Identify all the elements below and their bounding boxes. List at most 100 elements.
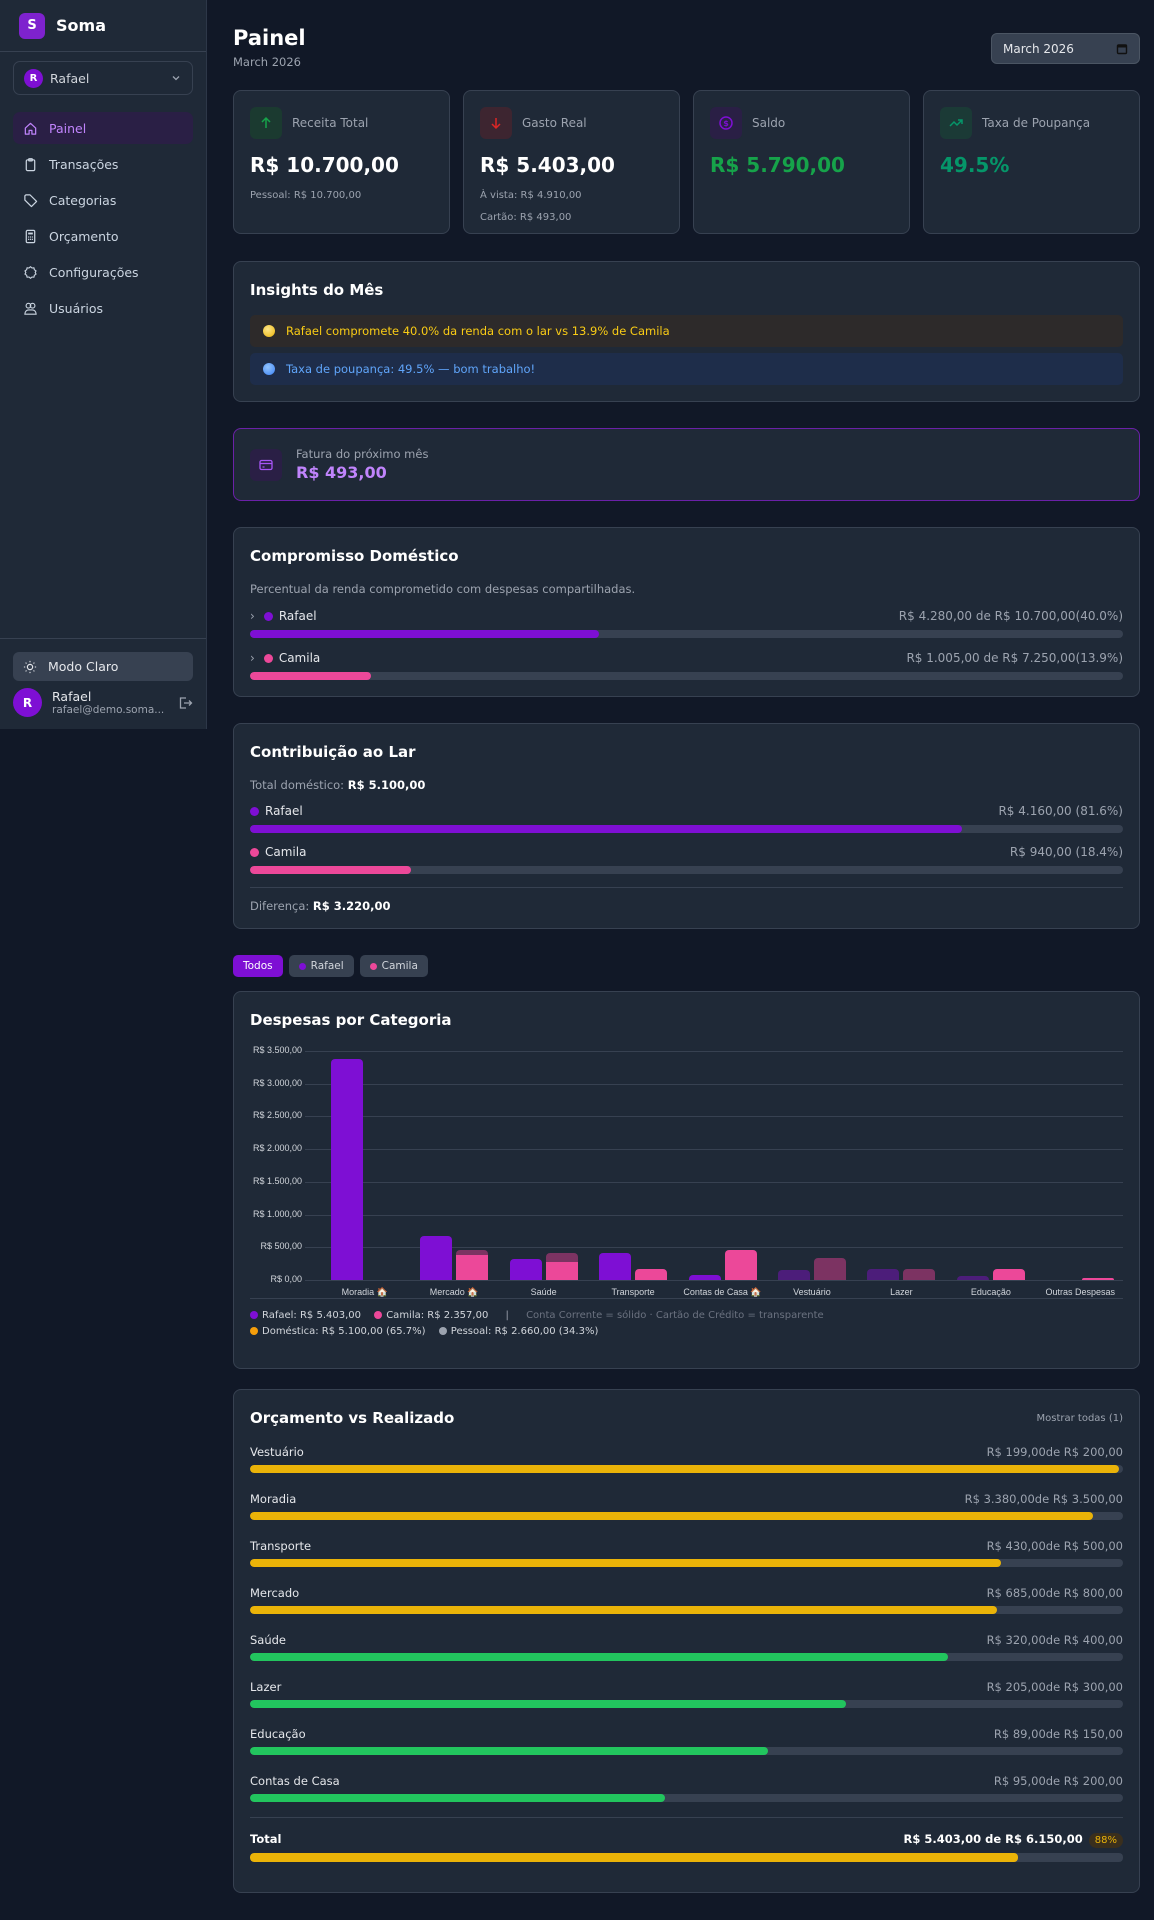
chart-bar[interactable]	[1082, 1278, 1115, 1280]
despesas-title: Despesas por Categoria	[250, 1011, 452, 1029]
stat-sub: Pessoal: R$ 10.700,00	[250, 190, 362, 201]
filter-rafael[interactable]: Rafael	[288, 955, 354, 977]
chart-bar[interactable]	[956, 1276, 989, 1280]
budget-detail: R$ 205,00de R$ 300,00	[986, 1680, 1123, 1694]
chart-bar[interactable]	[813, 1258, 846, 1280]
budget-detail: R$ 320,00de R$ 400,00	[986, 1633, 1123, 1647]
gear-icon	[24, 265, 37, 279]
light-mode-button[interactable]: Modo Claro	[13, 652, 193, 681]
avatar: R	[24, 68, 43, 88]
progress-bar	[250, 866, 1123, 874]
person-name: Rafael	[265, 804, 303, 818]
fatura-panel[interactable]: Fatura do próximo mês R$ 493,00	[233, 428, 1140, 501]
chart-bar[interactable]	[330, 1058, 363, 1280]
progress-bar	[250, 1794, 1123, 1802]
despesas-panel: Despesas por Categoria R$ 0,00 R$ 500,00 R…	[233, 991, 1140, 1369]
show-all-button[interactable]: Mostrar todas (1)	[1036, 1412, 1123, 1424]
progress-bar	[250, 1700, 1123, 1708]
chart-bar[interactable]	[599, 1252, 632, 1280]
x-tick-label: Lazer	[890, 1287, 913, 1297]
sidebar: S Soma R Rafael Painel Transações Catego…	[0, 0, 207, 729]
chart-bar[interactable]	[903, 1268, 936, 1280]
insight-info: Taxa de poupança: 49.5% — bom trabalho!	[250, 353, 1123, 385]
budget-category: Moradia	[250, 1492, 297, 1506]
page-title: Painel	[233, 26, 306, 50]
chart-bar[interactable]	[992, 1268, 1025, 1280]
current-user: R Rafael rafael@demo.soma...	[13, 688, 193, 717]
stat-card-gasto: Gasto Real R$ 5.403,00 À vista: R$ 4.910…	[463, 90, 680, 234]
user-switcher[interactable]: R Rafael	[13, 61, 193, 95]
chart-bar[interactable]	[509, 1259, 542, 1280]
chart-bar[interactable]	[456, 1255, 489, 1280]
chart-bar[interactable]	[777, 1269, 810, 1280]
user-name: Rafael	[52, 689, 92, 704]
budget-category: Saúde	[250, 1633, 287, 1647]
budget-row: Contas de Casa R$ 95,00de R$ 200,00	[250, 1774, 1123, 1802]
dollar-icon: $	[710, 107, 742, 139]
progress-bar	[250, 630, 1123, 638]
budget-row: Mercado R$ 685,00de R$ 800,00	[250, 1586, 1123, 1614]
compromisso-row-rafael[interactable]: › Rafael R$ 4.280,00 de R$ 10.700,00(40.0…	[250, 609, 1123, 623]
filter-todos[interactable]: Todos	[233, 955, 283, 977]
chart-bar[interactable]	[724, 1249, 757, 1280]
budget-row: Educação R$ 89,00de R$ 150,00	[250, 1727, 1123, 1755]
y-tick-label: R$ 1.500,00	[252, 1175, 302, 1186]
sidebar-item-orcamento[interactable]: Orçamento	[13, 220, 193, 252]
stat-sub: À vista: R$ 4.910,00	[480, 190, 582, 201]
person-dot-icon	[369, 962, 377, 970]
budget-category: Mercado	[250, 1586, 300, 1600]
stat-label: Gasto Real	[522, 116, 587, 130]
total-detail: R$ 5.403,00 de R$ 6.150,00	[903, 1832, 1083, 1846]
chart-bar[interactable]	[635, 1268, 668, 1280]
sidebar-item-transacoes[interactable]: Transações	[13, 148, 193, 180]
legend-dot-icon	[374, 1311, 383, 1319]
grid-line	[305, 1083, 1123, 1085]
budget-row: Vestuário R$ 199,00de R$ 200,00	[250, 1445, 1123, 1473]
sidebar-nav: Painel Transações Categorias Orçamento C…	[0, 112, 206, 324]
sidebar-item-usuarios[interactable]: Usuários	[13, 292, 193, 324]
brand-logo-icon: S	[19, 12, 45, 39]
logout-icon[interactable]	[177, 695, 193, 711]
sidebar-item-label: Transações	[49, 156, 119, 172]
person-dot-icon	[263, 654, 273, 663]
chart-legend: Rafael: R$ 5.403,00 Camila: R$ 2.357,00 …	[250, 1298, 1123, 1340]
chart-bar[interactable]	[867, 1268, 900, 1280]
compromisso-row-camila[interactable]: › Camila R$ 1.005,00 de R$ 7.250,00(13.9%…	[250, 651, 1123, 665]
budget-row: Lazer R$ 205,00de R$ 300,00	[250, 1680, 1123, 1708]
sidebar-item-label: Orçamento	[49, 228, 119, 244]
grid-line	[305, 1214, 1123, 1216]
stat-value: 49.5%	[940, 153, 1010, 177]
sidebar-item-configuracoes[interactable]: Configurações	[13, 256, 193, 288]
page-subtitle: March 2026	[233, 55, 301, 69]
sidebar-item-label: Categorias	[49, 192, 117, 208]
y-tick-label: R$ 500,00	[260, 1241, 302, 1252]
month-picker[interactable]: March 2026	[991, 33, 1140, 64]
chart-bar[interactable]	[545, 1262, 578, 1280]
person-dot-icon	[250, 848, 259, 857]
stat-cards: Receita Total R$ 10.700,00 Pessoal: R$ 1…	[233, 90, 1140, 234]
sidebar-item-painel[interactable]: Painel	[13, 112, 193, 144]
y-tick-label: R$ 0,00	[270, 1274, 302, 1284]
total-label: Total	[250, 1832, 282, 1846]
person-name: Rafael	[278, 609, 317, 623]
calculator-icon	[25, 229, 36, 243]
grid-line	[305, 1149, 1123, 1151]
brand: S Soma	[0, 0, 206, 52]
chart-bar[interactable]	[688, 1275, 721, 1280]
grid-line	[305, 1247, 1123, 1249]
progress-bar	[250, 1853, 1123, 1862]
budget-detail: R$ 199,00de R$ 200,00	[986, 1445, 1123, 1459]
sidebar-item-label: Painel	[49, 120, 87, 136]
filter-camila[interactable]: Camila	[359, 955, 428, 977]
budget-category: Transporte	[250, 1539, 312, 1553]
sidebar-item-categorias[interactable]: Categorias	[13, 184, 193, 216]
chart-bar[interactable]	[545, 1253, 578, 1263]
svg-text:$: $	[723, 119, 729, 128]
y-tick-label: R$ 3.000,00	[252, 1077, 302, 1088]
diff-value: R$ 3.220,00	[312, 899, 391, 913]
tag-icon	[24, 193, 38, 207]
chart-bar[interactable]	[420, 1235, 453, 1280]
y-tick-label: R$ 2.000,00	[252, 1143, 302, 1154]
chart-bar[interactable]	[456, 1249, 489, 1256]
budget-row: Transporte R$ 430,00de R$ 500,00	[250, 1539, 1123, 1567]
